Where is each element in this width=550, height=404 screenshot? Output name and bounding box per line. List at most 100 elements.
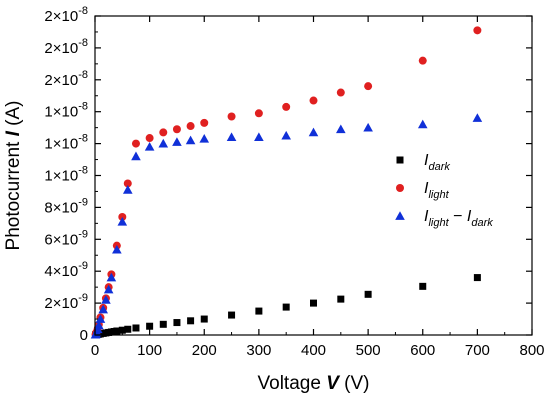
legend-sub2: dark (471, 217, 493, 229)
y-tick-mantissa: 1×10 (44, 104, 78, 121)
legend-entry: Ilight − Idark (424, 208, 493, 229)
y-tick-exponent: -8 (78, 37, 88, 49)
y-tick-label: 1×10-8 (44, 101, 88, 121)
data-point (472, 113, 483, 122)
legend-operator: − (449, 208, 467, 225)
data-point (98, 304, 108, 314)
x-axis-title-suffix: (V) (339, 373, 370, 394)
data-point (122, 185, 133, 194)
y-tick-exponent: -9 (78, 292, 88, 304)
y-axis-title: Photocurrent I (A) (3, 101, 24, 251)
data-point (172, 137, 182, 146)
x-tick-label: 600 (410, 342, 435, 359)
data-point (200, 118, 209, 127)
data-point (255, 307, 263, 315)
legend-entry: Idark (424, 152, 450, 173)
data-point (123, 179, 132, 188)
x-axis-title-var: V (326, 373, 340, 394)
y-tick-label: 1×10-8 (44, 165, 88, 185)
legend-main: I (424, 152, 429, 169)
data-point (185, 135, 196, 145)
y-tick-exponent: -9 (78, 228, 88, 240)
x-tick-label: 200 (192, 342, 217, 359)
data-point (173, 319, 181, 327)
data-point (310, 299, 317, 307)
data-point (364, 82, 373, 91)
data-point (309, 96, 318, 105)
y-tick-exponent: -9 (78, 260, 88, 272)
data-point (106, 272, 117, 282)
data-point (473, 26, 482, 35)
data-point (227, 112, 236, 121)
legend-sub: light (428, 217, 449, 229)
legend-marker (395, 211, 405, 220)
x-tick-label: 100 (137, 342, 162, 359)
data-point (419, 282, 427, 290)
y-tick-label: 2×10-8 (44, 69, 88, 89)
legend-sub: dark (428, 161, 450, 173)
x-tick-label: 500 (356, 342, 381, 359)
data-point (186, 122, 195, 131)
legend-marker (396, 184, 404, 192)
legend-main2: I (467, 208, 472, 225)
data-point (172, 125, 181, 134)
y-tick-mantissa: 1×10 (44, 136, 78, 153)
data-point (132, 324, 140, 332)
y-tick-exponent: -9 (78, 196, 88, 208)
y-tick-label: 1×10-8 (44, 133, 88, 153)
data-point (112, 244, 122, 254)
x-tick-label: 300 (246, 342, 271, 359)
y-tick-mantissa: 0 (80, 327, 88, 344)
y-tick-exponent: -8 (78, 101, 88, 113)
data-point (158, 138, 169, 148)
data-point (131, 151, 141, 161)
x-axis-title: Voltage V (V) (258, 373, 370, 394)
data-point (226, 132, 237, 142)
data-point (144, 141, 155, 151)
y-tick-label: 6×10-9 (44, 228, 88, 248)
series-0 (92, 274, 481, 339)
data-point (364, 290, 372, 298)
data-point (417, 119, 428, 129)
y-tick-label: 2×10-9 (44, 292, 88, 312)
legend-entry: Ilight (424, 180, 450, 201)
x-tick-label: 800 (519, 342, 544, 359)
data-point (282, 102, 291, 111)
data-point (308, 127, 319, 137)
data-point (282, 303, 290, 311)
y-axis-title-suffix: (A) (3, 101, 24, 132)
data-point (200, 315, 208, 323)
data-point (187, 317, 195, 325)
data-point (117, 216, 128, 226)
data-point (228, 311, 236, 319)
x-tick-label: 700 (465, 342, 490, 359)
y-tick-mantissa: 8×10 (44, 199, 78, 216)
y-tick-mantissa: 2×10 (44, 40, 78, 57)
data-point (336, 88, 345, 97)
y-axis-title-var: I (3, 130, 24, 136)
y-tick-exponent: -8 (78, 69, 88, 81)
series-1 (91, 26, 482, 339)
y-tick-label: 0 (80, 327, 88, 344)
y-tick-mantissa: 6×10 (44, 231, 78, 248)
y-tick-mantissa: 4×10 (44, 263, 78, 280)
y-tick-exponent: -8 (78, 133, 88, 145)
y-tick-mantissa: 2×10 (44, 295, 78, 312)
legend-sub: light (428, 189, 449, 201)
data-point (254, 132, 264, 142)
data-point (113, 327, 121, 335)
y-tick-label: 2×10-8 (44, 5, 88, 25)
data-point (95, 314, 106, 323)
data-point (473, 274, 481, 282)
y-axis-title-prefix: Photocurrent (3, 136, 24, 250)
legend-main: I (424, 208, 429, 225)
y-tick-label: 4×10-9 (44, 260, 88, 280)
plot-frame (94, 15, 533, 336)
y-tick-exponent: -8 (78, 5, 88, 17)
data-point (199, 134, 210, 143)
data-point (159, 320, 167, 328)
data-point (94, 320, 104, 330)
legend-main: I (424, 180, 429, 197)
data-point (145, 134, 154, 143)
